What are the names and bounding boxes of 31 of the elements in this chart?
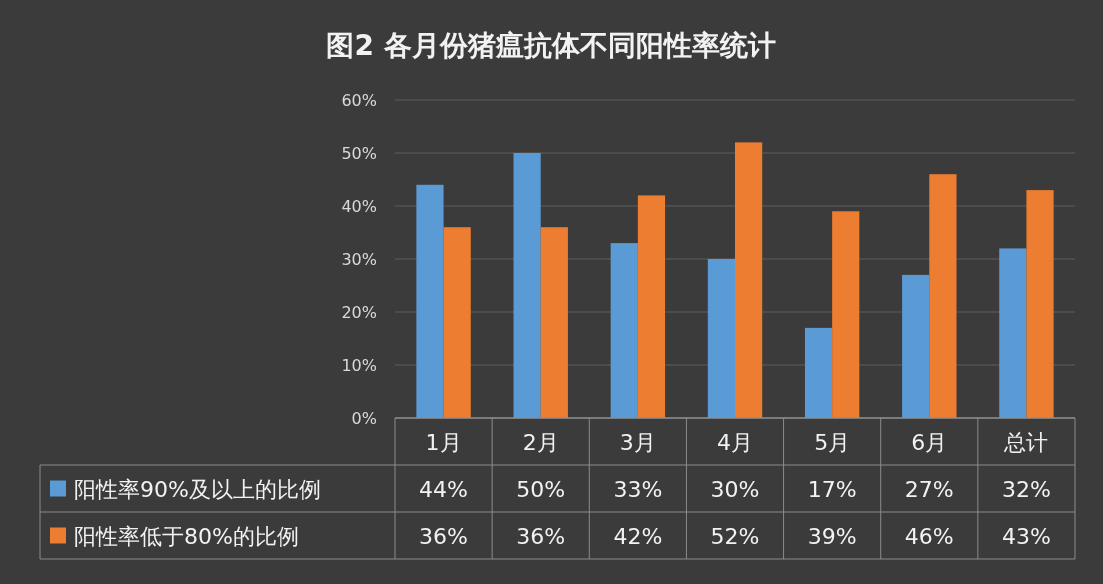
x-tick-label: 3月 [619,429,656,455]
title: 图2 各月份猪瘟抗体不同阳性率统计 [326,29,776,62]
x-tick-label: 4月 [717,429,753,455]
y-tick-label: 0% [351,409,377,428]
data-label: 52% [710,523,760,549]
x-tick-label: 1月 [425,429,462,455]
x-tick-label: 2月 [522,429,559,455]
data-label: 32% [1001,476,1051,502]
x-tick-label: 5月 [814,429,851,455]
data-label: 46% [904,523,954,549]
data-label: 27% [904,476,954,502]
legend-label: 阳性率低于80%的比例 [74,523,299,549]
x-tick-label: 6月 [911,429,948,455]
data-label: 42% [613,523,663,549]
y-tick-label: 40% [341,197,377,216]
y-tick-label: 10% [341,356,377,375]
x-tick-label: 总计 [1003,429,1049,455]
data-label: 43% [1001,523,1051,549]
data-label: 30% [710,476,760,502]
data-label: 33% [613,476,663,502]
y-tick-label: 20% [341,303,377,322]
data-label: 50% [516,476,566,502]
data-label: 36% [419,523,469,549]
data-label: 17% [807,476,857,502]
data-label: 39% [807,523,857,549]
y-tick-label: 30% [341,250,377,269]
data-label: 36% [516,523,566,549]
legend-label: 阳性率90%及以上的比例 [74,476,321,502]
y-tick-label: 50% [341,144,377,163]
data-label: 44% [419,476,469,502]
y-tick-label: 60% [341,91,377,110]
